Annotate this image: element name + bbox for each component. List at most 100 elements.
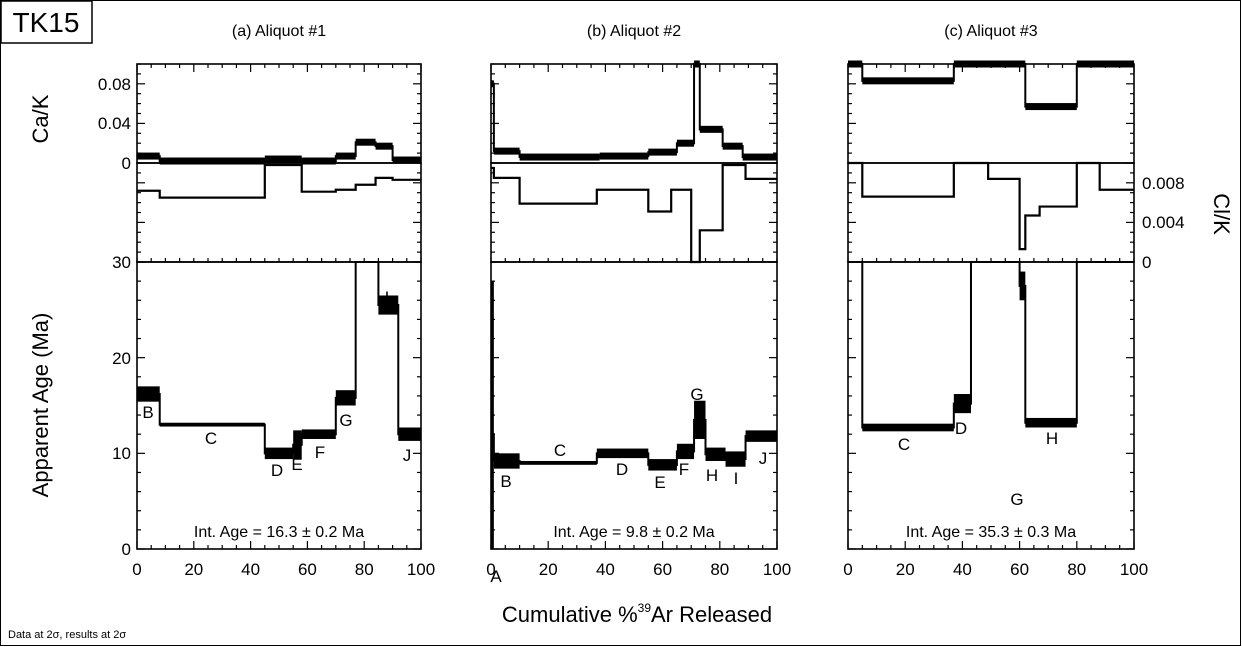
clk-axis-label: Cl/K [1209, 193, 1234, 235]
integrated-age: Int. Age = 16.3 ± 0.2 Ma [194, 524, 364, 541]
sample-label-box [0, 0, 93, 44]
cak-tick-label: 0.04 [98, 114, 131, 133]
cak-tick-label: 0 [122, 154, 131, 173]
cak-step [1025, 103, 1077, 111]
x-tick-label: 40 [241, 560, 260, 579]
age-tick-label: 20 [112, 349, 131, 368]
step-label: D [271, 461, 283, 480]
age-step [491, 281, 494, 549]
step-label: I [734, 469, 739, 488]
x-tick-label: 100 [763, 560, 791, 579]
step-label: G [1010, 490, 1023, 509]
cak-step [599, 152, 649, 160]
step-label: B [142, 403, 153, 422]
cak-step [264, 155, 302, 163]
clk-tick-label: 0 [1142, 253, 1151, 272]
step-label: C [898, 435, 910, 454]
step-label: B [500, 472, 511, 491]
step-label: J [403, 446, 412, 465]
panel-title: (c) Aliquot #3 [944, 23, 1037, 40]
step-label: C [554, 441, 566, 460]
step-label: D [616, 460, 628, 479]
age-step [725, 451, 746, 467]
cak-step [694, 60, 700, 68]
age-step [596, 448, 649, 459]
x-tick-label: 80 [355, 560, 374, 579]
age-step [953, 394, 971, 414]
clk-tick-label: 0.008 [1142, 174, 1185, 193]
age-step [676, 443, 695, 460]
step-label: G [339, 411, 352, 430]
step-label: H [706, 466, 718, 485]
age-step [745, 430, 777, 442]
cak-step [676, 139, 695, 147]
cak-step [159, 157, 265, 165]
x-tick-label: 60 [653, 560, 672, 579]
panel-2: (b) Aliquot #2 0 20 40 60 80 100 A B C D EF G H I J Int.… [486, 23, 791, 586]
cak-step [1076, 60, 1134, 68]
cak-step [953, 60, 1026, 68]
x-tick-label: 80 [1067, 560, 1086, 579]
step-label: F [679, 460, 689, 479]
x-tick-label: 40 [953, 560, 972, 579]
step-label: I [385, 288, 390, 307]
cak-step [648, 148, 677, 156]
clk-tick-label: 0.004 [1142, 213, 1185, 232]
age-step [862, 423, 954, 432]
cak-step [335, 152, 356, 160]
x-tick-label: 100 [1120, 560, 1148, 579]
cak-step [862, 77, 954, 85]
age-step [293, 430, 302, 460]
cak-step [355, 138, 376, 146]
cak-step [392, 156, 421, 164]
age-step [694, 400, 706, 439]
x-axis-label-main: Cumulative % [502, 602, 638, 627]
age-step [1025, 417, 1077, 428]
x-axis-label: Cumulative %39Ar Released [502, 601, 772, 627]
x-tick-label: 100 [407, 560, 435, 579]
x-tick-label: 20 [539, 560, 558, 579]
age-axis-label: Apparent Age (Ma) [28, 313, 53, 498]
footnote: Data at 2σ, results at 2σ [8, 629, 126, 641]
age-tick-label: 10 [112, 444, 131, 463]
age-step [378, 295, 399, 315]
clk-trace [491, 163, 777, 264]
sample-label: TK15 [13, 7, 80, 38]
step-label: A [490, 567, 502, 586]
age-step [264, 447, 294, 460]
cak-step [722, 142, 743, 150]
x-tick-label: 60 [1010, 560, 1029, 579]
step-label: F [315, 443, 325, 462]
panel-1: (a) Aliquot #1 0 20 40 60 80 100 B C D EFG I J Int. A… [132, 23, 435, 579]
age-tick-label: 30 [112, 253, 131, 272]
x-tick-label: 80 [710, 560, 729, 579]
age-step [137, 386, 160, 402]
x-tick-label: 0 [132, 560, 141, 579]
cak-tick-label: 0.08 [98, 75, 131, 94]
step-label: H [1046, 429, 1058, 448]
cak-step [519, 153, 600, 161]
age-step [335, 390, 356, 406]
x-tick-label: 20 [184, 560, 203, 579]
panel-3: (c) Aliquot #3 0 20 40 60 80 100 C D G H Int. Age =… [843, 23, 1148, 579]
step-label: D [955, 419, 967, 438]
x-tick-label: 60 [298, 560, 317, 579]
step-label: J [759, 449, 768, 468]
cak-step [375, 142, 393, 150]
x-axis-label-tail: Ar Released [651, 602, 772, 627]
x-tick-label: 0 [843, 560, 852, 579]
cak-step [699, 125, 723, 133]
step-label: E [654, 473, 665, 492]
cak-step [301, 157, 336, 165]
age-step [159, 422, 265, 427]
cak-step [742, 153, 777, 161]
panel-title: (b) Aliquot #2 [587, 23, 681, 40]
cak-step [137, 152, 160, 160]
step-label: C [205, 429, 217, 448]
x-axis-label-superscript: 39 [638, 601, 652, 615]
age-step [398, 427, 421, 441]
x-tick-label: 20 [896, 560, 915, 579]
age-step [705, 447, 726, 461]
age-step [493, 453, 520, 469]
